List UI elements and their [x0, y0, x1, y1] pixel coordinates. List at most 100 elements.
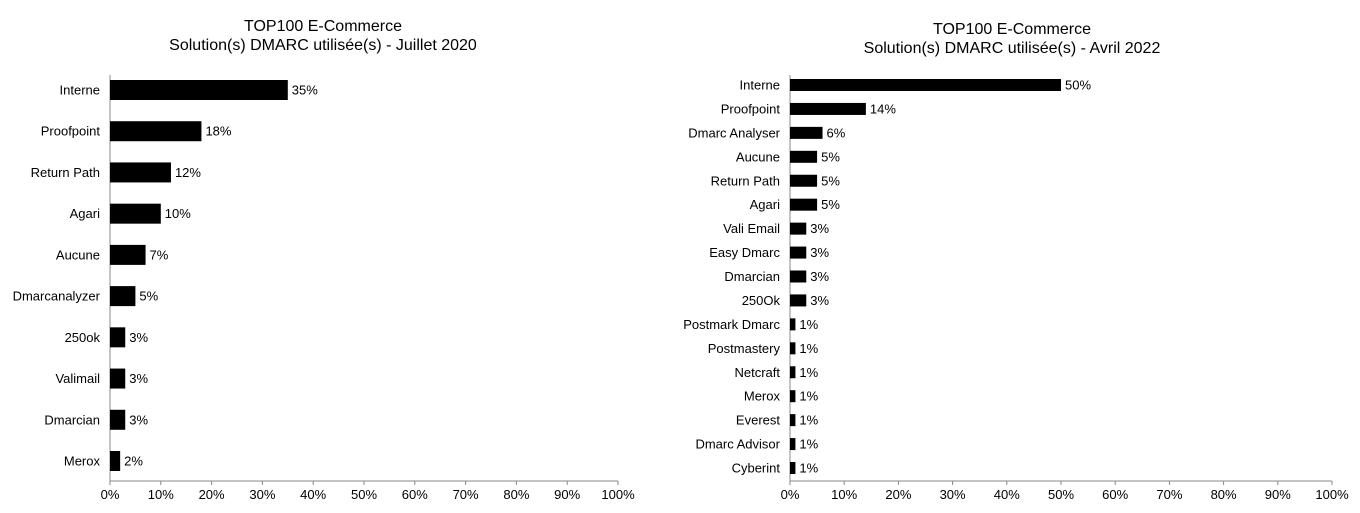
category-label: Return Path	[31, 165, 100, 180]
bar	[110, 162, 171, 183]
data-label: 5%	[821, 149, 840, 164]
data-label: 5%	[821, 197, 840, 212]
category-label: Netcraft	[734, 365, 780, 380]
category-label: 250Ok	[742, 293, 781, 308]
category-label: Interne	[740, 78, 780, 93]
bar	[790, 462, 796, 474]
data-label: 3%	[129, 412, 148, 427]
x-tick-label: 70%	[1156, 487, 1182, 502]
category-label: Dmarcian	[724, 269, 780, 284]
x-tick-label: 60%	[1102, 487, 1128, 502]
category-label: Vali Email	[723, 221, 780, 236]
data-label: 1%	[799, 389, 818, 404]
category-label: 250ok	[65, 330, 101, 345]
bar	[790, 174, 818, 187]
category-label: Interne	[60, 83, 100, 98]
data-label: 5%	[821, 173, 840, 188]
data-label: 3%	[129, 371, 148, 386]
category-label: Proofpoint	[721, 101, 781, 116]
x-tick-label: 80%	[1211, 487, 1237, 502]
x-tick-label: 0%	[781, 487, 800, 502]
category-label: Aucune	[56, 247, 100, 262]
x-tick-label: 100%	[1315, 487, 1349, 502]
category-label: Dmarc Analyser	[688, 125, 780, 140]
bar	[790, 222, 807, 235]
x-tick-label: 40%	[994, 487, 1020, 502]
data-label: 35%	[292, 83, 318, 98]
x-tick-label: 100%	[601, 487, 635, 502]
category-label: Agari	[70, 206, 100, 221]
x-tick-label: 80%	[503, 487, 529, 502]
category-label: Proofpoint	[41, 124, 101, 139]
data-label: 7%	[150, 247, 169, 262]
bar	[110, 286, 136, 307]
x-tick-label: 50%	[351, 487, 377, 502]
data-label: 10%	[165, 206, 191, 221]
data-label: 6%	[827, 125, 846, 140]
category-label: Dmarcian	[44, 412, 100, 427]
chart-avril-2022: TOP100 E-Commerce Solution(s) DMARC util…	[683, 21, 1349, 502]
category-label: Aucune	[736, 149, 780, 164]
bar	[790, 438, 796, 451]
category-label: Merox	[64, 454, 101, 469]
chart-juillet-2020: TOP100 E-Commerce Solution(s) DMARC util…	[13, 18, 635, 502]
data-label: 3%	[810, 221, 829, 236]
data-label: 18%	[205, 124, 231, 139]
data-label: 3%	[810, 269, 829, 284]
bar	[110, 368, 126, 389]
x-tick-label: 60%	[402, 487, 428, 502]
bar	[790, 198, 818, 211]
chart-marks: 0% 10% 20% 30% 40% 50% 60% 70% 80% 90% 100% Interne…	[683, 75, 1349, 502]
bar	[790, 390, 796, 403]
data-label: 50%	[1065, 78, 1091, 93]
data-label: 1%	[799, 341, 818, 356]
chart-marks: 0% 10% 20% 30% 40% 50% 60% 70% 80% 90% 100% Interne…	[13, 75, 635, 502]
chart-subtitle: Solution(s) DMARC utilisée(s) - Avril 20…	[864, 40, 1161, 57]
category-label: Return Path	[711, 173, 780, 188]
x-tick-label: 20%	[199, 487, 225, 502]
x-tick-label: 0%	[101, 487, 120, 502]
bar	[790, 126, 823, 139]
data-label: 12%	[175, 165, 201, 180]
bar	[790, 294, 807, 307]
data-label: 3%	[810, 293, 829, 308]
x-tick-label: 90%	[1265, 487, 1291, 502]
data-label: 2%	[124, 454, 143, 469]
data-label: 3%	[810, 245, 829, 260]
bar	[110, 121, 202, 142]
category-label: Dmarc Advisor	[695, 437, 780, 452]
bar	[790, 150, 818, 163]
category-label: Valimail	[55, 371, 100, 386]
chart-title: TOP100 E-Commerce	[244, 18, 402, 35]
bar	[110, 409, 126, 430]
x-tick-label: 20%	[885, 487, 911, 502]
data-label: 1%	[799, 365, 818, 380]
bar	[790, 366, 796, 379]
category-label: Cyberint	[732, 461, 781, 476]
bar	[790, 414, 796, 427]
bar	[790, 318, 796, 331]
category-label: Agari	[750, 197, 780, 212]
bar	[790, 79, 1061, 91]
x-tick-label: 40%	[300, 487, 326, 502]
x-tick-label: 30%	[940, 487, 966, 502]
chart-title: TOP100 E-Commerce	[933, 21, 1091, 38]
bar	[110, 203, 161, 224]
bar	[110, 327, 126, 348]
bar	[790, 270, 807, 283]
data-label: 3%	[129, 330, 148, 345]
data-label: 5%	[139, 289, 158, 304]
data-label: 1%	[799, 413, 818, 428]
chart-subtitle: Solution(s) DMARC utilisée(s) - Juillet …	[169, 37, 477, 54]
bar	[110, 80, 288, 100]
x-tick-label: 50%	[1048, 487, 1074, 502]
x-tick-label: 30%	[249, 487, 275, 502]
bar	[790, 246, 807, 259]
x-tick-label: 70%	[453, 487, 479, 502]
category-label: Merox	[744, 389, 781, 404]
category-label: Everest	[736, 413, 780, 428]
bar	[790, 102, 866, 115]
data-label: 14%	[870, 101, 896, 116]
category-label: Postmark Dmarc	[683, 317, 780, 332]
